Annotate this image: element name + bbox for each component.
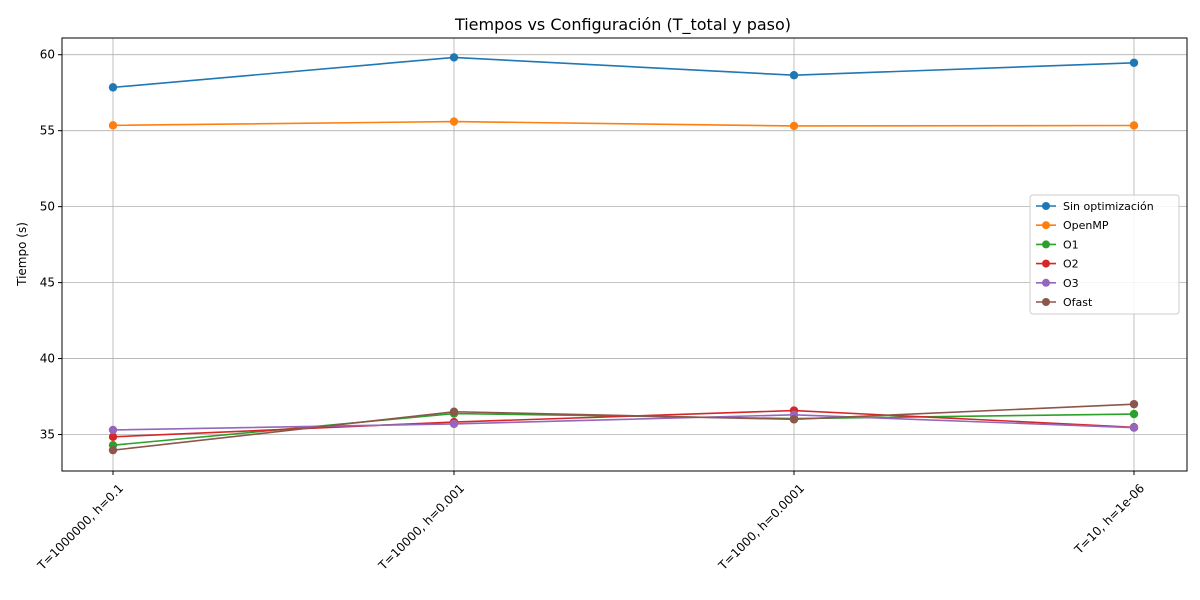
series-line [112, 120, 1135, 127]
legend-entry: Ofast [1036, 296, 1093, 309]
legend-marker [1042, 202, 1050, 210]
data-point [1129, 423, 1139, 432]
data-point [449, 407, 459, 416]
y-tick-label: 60 [40, 48, 55, 62]
legend-entry: Sin optimización [1036, 200, 1154, 213]
series-line [112, 413, 1135, 431]
data-point [449, 117, 459, 126]
y-tick-label: 50 [40, 200, 55, 214]
series-line [112, 56, 1135, 89]
data-point [108, 425, 118, 435]
data-point [108, 432, 118, 442]
data-point [789, 71, 799, 80]
grid [62, 38, 1187, 471]
legend-marker [1042, 259, 1050, 268]
y-tick-label: 45 [40, 276, 55, 290]
legend-box [1029, 194, 1180, 315]
series-group [108, 399, 1139, 455]
x-tick-label: T=1000, h=0.0001 [715, 481, 807, 573]
series-group [108, 53, 1139, 92]
data-point [108, 121, 118, 130]
legend-label: Ofast [1063, 296, 1093, 309]
data-point [1129, 399, 1139, 409]
legend-marker [1042, 298, 1050, 306]
legend-label: OpenMP [1063, 219, 1109, 232]
chart-title: Tiempos vs Configuración (T_total y paso… [454, 15, 791, 35]
legend-marker [1042, 221, 1050, 230]
y-axis-label: Tiempo (s) [15, 222, 29, 287]
data-point [789, 415, 799, 424]
data-point [108, 445, 118, 455]
data-point [789, 121, 799, 131]
legend-entry: O3 [1036, 277, 1079, 290]
x-tick-label: T=10000, h=0.001 [375, 481, 467, 573]
y-tick-label: 40 [40, 352, 55, 366]
x-tick-label: T=1000000, h=0.1 [34, 481, 126, 573]
legend-entry: OpenMP [1036, 219, 1109, 232]
y-tick-label: 35 [40, 428, 55, 442]
legend-entry: O2 [1036, 258, 1079, 271]
y-tick-label: 55 [40, 124, 55, 138]
data-point [449, 419, 459, 429]
series-line [112, 412, 1135, 446]
legend-entry: O1 [1036, 238, 1079, 251]
plot-frame [61, 37, 1188, 472]
data-point [1129, 121, 1139, 130]
series-group [108, 117, 1139, 131]
data-point [449, 53, 459, 62]
series-layer [108, 53, 1139, 455]
legend-label: Sin optimización [1063, 200, 1154, 213]
data-point [108, 83, 118, 92]
data-point [1129, 58, 1139, 67]
series-group [108, 410, 1139, 435]
legend: Sin optimización OpenMP O1 O2 O3 Ofast [1029, 194, 1180, 315]
series-line [112, 403, 1135, 451]
data-point [1129, 409, 1139, 419]
legend-label: O1 [1063, 238, 1079, 251]
legend-label: O3 [1063, 277, 1079, 290]
legend-marker [1042, 240, 1050, 249]
legend-marker [1042, 278, 1050, 287]
ticks: T=1000000, h=0.1 T=10000, h=0.001 T=1000, … [34, 48, 1147, 574]
legend-label: O2 [1063, 258, 1079, 271]
x-tick-label: T=10, h=1e-06 [1071, 481, 1147, 557]
